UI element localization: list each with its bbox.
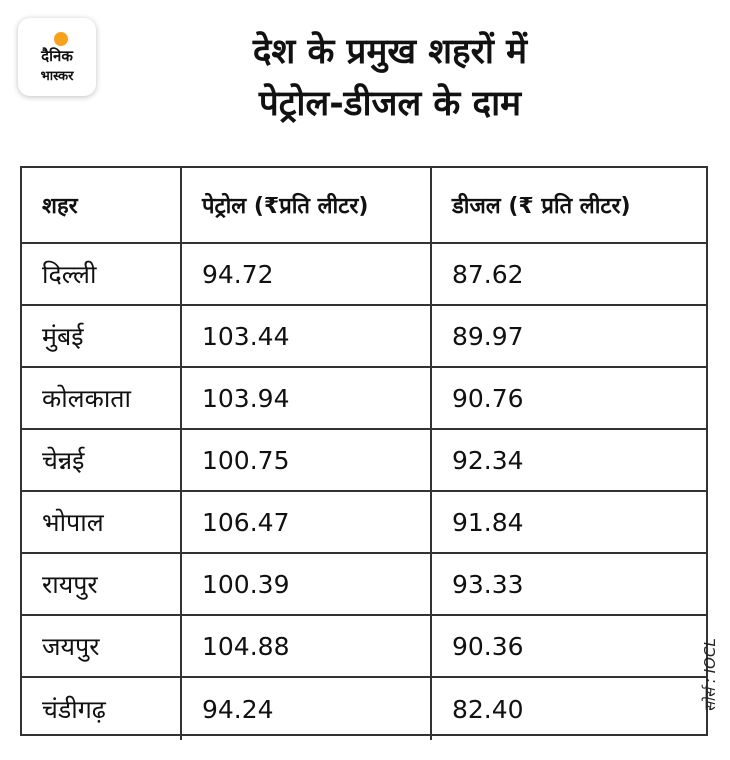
logo-line2: भास्कर (40, 69, 74, 84)
petrol-price-cell: 100.39 (180, 554, 430, 614)
petrol-price-cell: 103.44 (180, 306, 430, 366)
petrol-price-cell: 103.94 (180, 368, 430, 428)
diesel-price-cell: 90.36 (430, 616, 706, 676)
header-diesel: डीजल (₹ प्रति लीटर) (430, 168, 706, 242)
table-row: दिल्ली 94.72 87.62 (22, 244, 706, 306)
diesel-price-cell: 82.40 (430, 678, 706, 740)
diesel-price-cell: 90.76 (430, 368, 706, 428)
diesel-price-cell: 89.97 (430, 306, 706, 366)
city-cell: चेन्नई (42, 446, 85, 475)
sun-icon (54, 32, 68, 46)
city-cell: कोलकाता (42, 384, 132, 413)
diesel-price-cell: 92.34 (430, 430, 706, 490)
title-line1: देश के प्रमुख शहरों में (252, 32, 528, 72)
city-cell: चंडीगढ़ (42, 695, 106, 724)
table-header-row: शहर पेट्रोल (₹प्रति लीटर) डीजल (₹ प्रति … (22, 168, 706, 244)
price-table: शहर पेट्रोल (₹प्रति लीटर) डीजल (₹ प्रति … (20, 166, 708, 740)
petrol-price-cell: 94.24 (180, 678, 430, 740)
table-row: चंडीगढ़ 94.24 82.40 (22, 678, 706, 740)
header-petrol: पेट्रोल (₹प्रति लीटर) (180, 168, 430, 242)
petrol-price-cell: 94.72 (180, 244, 430, 304)
city-cell: जयपुर (42, 632, 100, 661)
dainik-bhaskar-logo: दैनिक भास्कर (18, 18, 96, 96)
diesel-price-cell: 87.62 (430, 244, 706, 304)
petrol-price-cell: 106.47 (180, 492, 430, 552)
city-cell: मुंबई (42, 322, 84, 351)
petrol-price-cell: 100.75 (180, 430, 430, 490)
page-title: देश के प्रमुख शहरों में पेट्रोल-डीजल के … (110, 26, 670, 130)
city-cell: भोपाल (42, 508, 104, 537)
table-row: चेन्नई 100.75 92.34 (22, 430, 706, 492)
title-line2: पेट्रोल-डीजल के दाम (258, 84, 522, 124)
table-row: जयपुर 104.88 90.36 (22, 616, 706, 678)
diesel-price-cell: 93.33 (430, 554, 706, 614)
petrol-price-cell: 104.88 (180, 616, 430, 676)
city-cell: दिल्ली (42, 260, 97, 289)
source-credit: सोर्स : IOCL (701, 638, 719, 712)
city-cell: रायपुर (42, 570, 98, 599)
table-row: भोपाल 106.47 91.84 (22, 492, 706, 554)
logo-line1: दैनिक (41, 47, 73, 65)
table-row: रायपुर 100.39 93.33 (22, 554, 706, 616)
table-row: कोलकाता 103.94 90.76 (22, 368, 706, 430)
diesel-price-cell: 91.84 (430, 492, 706, 552)
table-row: मुंबई 103.44 89.97 (22, 306, 706, 368)
header-city: शहर (42, 194, 78, 219)
